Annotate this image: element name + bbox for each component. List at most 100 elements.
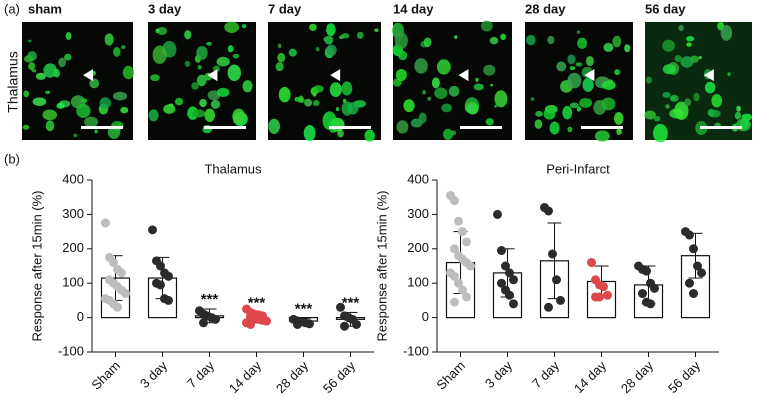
cell — [662, 39, 675, 52]
chart-title: Thalamus — [204, 161, 262, 176]
cell — [575, 62, 583, 67]
cell — [227, 64, 241, 81]
data-point — [246, 319, 255, 329]
cell — [653, 123, 668, 143]
cell — [644, 110, 656, 120]
cell — [674, 54, 682, 63]
cell — [196, 45, 208, 60]
cell — [184, 60, 191, 67]
y-tick-label: -100 — [58, 343, 84, 358]
image-title: 3 day — [148, 1, 182, 16]
cell — [711, 93, 723, 108]
significance: *** — [248, 294, 266, 311]
cell — [500, 33, 507, 41]
cell — [341, 33, 350, 39]
cell — [441, 103, 452, 113]
data-point — [544, 302, 553, 312]
data-point — [211, 314, 220, 324]
data-point — [113, 302, 122, 312]
cell — [674, 101, 689, 120]
y-tick-label: 200 — [62, 240, 84, 255]
cell — [32, 97, 47, 106]
cell — [606, 79, 614, 87]
x-tick-label: 14 day — [571, 358, 610, 397]
cell — [197, 65, 202, 70]
cell — [152, 45, 167, 65]
cell — [277, 52, 286, 63]
cell — [89, 78, 100, 89]
cell — [45, 120, 55, 132]
data-point — [336, 302, 345, 312]
y-axis-label: Response after 15min (%) — [29, 190, 44, 341]
cell — [23, 90, 30, 98]
cell — [576, 106, 581, 112]
cell — [418, 112, 427, 124]
cell — [475, 77, 479, 83]
cell — [120, 106, 129, 114]
data-point — [121, 289, 130, 299]
cell — [22, 124, 30, 130]
cell — [534, 119, 543, 129]
y-tick-label: 100 — [407, 275, 429, 290]
cell — [28, 62, 36, 71]
data-point — [462, 237, 471, 247]
cell — [315, 47, 320, 52]
cell — [196, 74, 207, 87]
cell — [232, 53, 240, 59]
cell — [698, 55, 702, 60]
cell — [427, 96, 432, 101]
x-tick-label: Sham — [433, 358, 468, 393]
cell — [686, 42, 692, 47]
cell — [665, 104, 670, 109]
data-point — [685, 230, 694, 240]
cell — [303, 125, 316, 142]
cell — [275, 62, 284, 72]
cell — [150, 74, 160, 82]
data-point — [650, 283, 659, 293]
y-tick-label: 100 — [62, 275, 84, 290]
cell — [268, 118, 280, 135]
data-point — [450, 244, 459, 254]
data-point — [493, 209, 502, 219]
data-point — [646, 299, 655, 309]
cell — [278, 86, 291, 103]
data-point — [293, 319, 302, 329]
x-tick-label: 28 day — [618, 358, 657, 397]
cell — [594, 130, 610, 142]
cell — [227, 45, 234, 53]
cell — [326, 23, 336, 37]
micrograph — [645, 22, 752, 140]
cell — [364, 129, 375, 142]
cell — [693, 92, 700, 102]
cell — [567, 72, 582, 89]
cell — [442, 128, 454, 141]
cell — [58, 57, 66, 68]
cell — [356, 31, 364, 40]
cell — [45, 90, 51, 94]
arrowhead — [330, 69, 341, 82]
cell — [569, 66, 576, 71]
image-title: 7 day — [268, 1, 302, 16]
cell — [156, 26, 168, 36]
cell — [394, 32, 408, 50]
data-point — [262, 316, 271, 326]
cell — [526, 34, 536, 46]
cell — [56, 102, 65, 109]
cell — [454, 35, 458, 40]
data-point — [642, 266, 651, 276]
cell — [678, 24, 684, 32]
data-point — [164, 271, 173, 281]
cell — [686, 36, 695, 42]
x-tick-label: 56 day — [665, 358, 704, 397]
cell — [535, 110, 543, 117]
data-point — [505, 290, 514, 300]
cell — [241, 24, 247, 29]
x-tick-label: 56 day — [320, 358, 359, 397]
cell — [99, 97, 112, 109]
data-point — [505, 268, 514, 278]
cell — [199, 98, 207, 108]
cell — [113, 91, 128, 101]
cell — [612, 35, 622, 48]
scale-bar — [329, 126, 371, 129]
cell — [494, 104, 498, 108]
